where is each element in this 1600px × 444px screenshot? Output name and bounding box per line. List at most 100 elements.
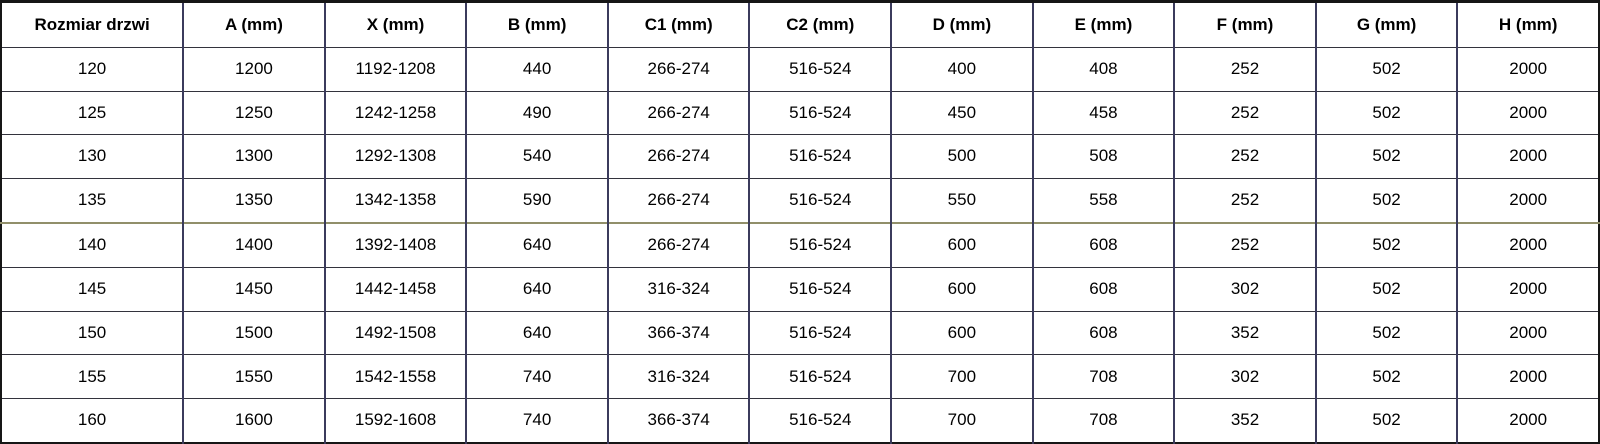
table-cell: 2000 [1456, 221, 1599, 269]
table-cell: 266-274 [606, 134, 751, 179]
table-cell: 516-524 [748, 221, 893, 269]
table-cell: 366-374 [606, 310, 751, 356]
table-cell: 740 [465, 354, 609, 399]
table-cell: 540 [465, 134, 609, 179]
column-header: G (mm) [1314, 1, 1459, 48]
table-row: 135 1350 1342-1358 590 266-274 516-524 550 558 2… [1, 177, 1599, 224]
table-cell: 2000 [1456, 267, 1599, 312]
table-cell: 608 [1031, 221, 1176, 269]
table-cell: 490 [465, 90, 609, 136]
table-cell: 252 [1173, 177, 1317, 224]
column-header: A (mm) [182, 1, 326, 48]
table-cell: 125 [1, 90, 185, 136]
table-cell: 2000 [1456, 90, 1599, 136]
table-cell: 1442-1458 [323, 267, 468, 312]
table-cell: 2000 [1456, 134, 1599, 179]
table-row: 125 1250 1242-1258 490 266-274 516-524 450 458 2… [1, 90, 1599, 136]
column-header: C2 (mm) [748, 1, 893, 48]
table-cell: 516-524 [748, 354, 893, 399]
table-cell: 1292-1308 [323, 134, 468, 179]
table-cell: 502 [1314, 354, 1459, 399]
table-cell: 252 [1173, 134, 1317, 179]
table-cell: 508 [1031, 134, 1176, 179]
table-cell: 1242-1258 [323, 90, 468, 136]
table-row: 145 1450 1442-1458 640 316-324 516-524 600 608 3… [1, 267, 1599, 312]
table-cell: 608 [1031, 267, 1176, 312]
table-cell: 708 [1031, 397, 1176, 444]
table-cell: 458 [1031, 90, 1176, 136]
table-row: 140 1400 1392-1408 640 266-274 516-524 600 608 2… [1, 221, 1599, 269]
table-cell: 352 [1173, 310, 1317, 356]
table-cell: 450 [890, 90, 1034, 136]
table-cell: 1250 [182, 90, 326, 136]
table-cell: 502 [1314, 267, 1459, 312]
table-cell: 316-324 [606, 267, 751, 312]
table-cell: 502 [1314, 134, 1459, 179]
table-cell: 1342-1358 [323, 177, 468, 224]
column-header: Rozmiar drzwi [1, 1, 185, 48]
table-cell: 1550 [182, 354, 326, 399]
column-header: B (mm) [465, 1, 609, 48]
table-cell: 516-524 [748, 90, 893, 136]
table-cell: 740 [465, 397, 609, 444]
table-row: 160 1600 1592-1608 740 366-374 516-524 700 708 3… [1, 397, 1599, 444]
table-cell: 2000 [1456, 47, 1599, 92]
column-header: E (mm) [1031, 1, 1176, 48]
table-cell: 1350 [182, 177, 326, 224]
table-cell: 640 [465, 267, 609, 312]
table-cell: 302 [1173, 267, 1317, 312]
table-cell: 266-274 [606, 47, 751, 92]
table-cell: 600 [890, 310, 1034, 356]
table-cell: 145 [1, 267, 185, 312]
table-cell: 266-274 [606, 90, 751, 136]
table-cell: 1450 [182, 267, 326, 312]
table-cell: 150 [1, 310, 185, 356]
column-header: C1 (mm) [606, 1, 751, 48]
table-cell: 516-524 [748, 397, 893, 444]
table-cell: 130 [1, 134, 185, 179]
table-cell: 155 [1, 354, 185, 399]
header-row: Rozmiar drzwi A (mm) X (mm) B (mm) C1 (mm) C2… [1, 1, 1599, 48]
table-cell: 302 [1173, 354, 1317, 399]
table-cell: 700 [890, 354, 1034, 399]
table-cell: 516-524 [748, 134, 893, 179]
table-cell: 2000 [1456, 354, 1599, 399]
table-cell: 140 [1, 221, 185, 269]
table-row: 130 1300 1292-1308 540 266-274 516-524 500 508 2… [1, 134, 1599, 179]
table-cell: 1542-1558 [323, 354, 468, 399]
table-cell: 502 [1314, 90, 1459, 136]
table-cell: 558 [1031, 177, 1176, 224]
table-cell: 266-274 [606, 221, 751, 269]
table-cell: 516-524 [748, 47, 893, 92]
table-cell: 516-524 [748, 310, 893, 356]
table-row: 155 1550 1542-1558 740 316-324 516-524 700 708 3… [1, 354, 1599, 399]
table-cell: 1492-1508 [323, 310, 468, 356]
table-cell: 252 [1173, 221, 1317, 269]
table-cell: 708 [1031, 354, 1176, 399]
table-cell: 1192-1208 [323, 47, 468, 92]
table-cell: 366-374 [606, 397, 751, 444]
column-header: D (mm) [890, 1, 1034, 48]
table-row: 150 1500 1492-1508 640 366-374 516-524 600 608 3… [1, 310, 1599, 356]
table-cell: 502 [1314, 310, 1459, 356]
table-cell: 590 [465, 177, 609, 224]
table-cell: 2000 [1456, 177, 1599, 224]
table-cell: 502 [1314, 397, 1459, 444]
table-cell: 408 [1031, 47, 1176, 92]
table-cell: 1400 [182, 221, 326, 269]
table-cell: 500 [890, 134, 1034, 179]
table-cell: 502 [1314, 221, 1459, 269]
table-cell: 1200 [182, 47, 326, 92]
table-cell: 640 [465, 221, 609, 269]
table-cell: 608 [1031, 310, 1176, 356]
table-cell: 516-524 [748, 177, 893, 224]
table-cell: 516-524 [748, 267, 893, 312]
table-cell: 352 [1173, 397, 1317, 444]
table-cell: 700 [890, 397, 1034, 444]
table-cell: 1300 [182, 134, 326, 179]
table-cell: 2000 [1456, 397, 1599, 444]
table-cell: 600 [890, 267, 1034, 312]
table-cell: 252 [1173, 90, 1317, 136]
table-cell: 502 [1314, 47, 1459, 92]
